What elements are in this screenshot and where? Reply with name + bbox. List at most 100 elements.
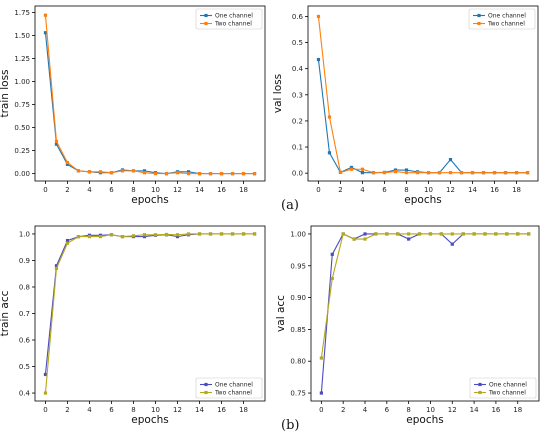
- data-point: [316, 57, 321, 62]
- data-point: [382, 171, 387, 175]
- caption-b: (b): [281, 418, 300, 433]
- train-loss-chart: 0 2 4 6 8 10 12 14 16 18 0.00 0.25 0.50 0.75 1.00 1.25 1…: [0, 5, 266, 206]
- x-tick-label: 18: [512, 186, 521, 194]
- x-tick-label: 18: [239, 186, 248, 194]
- series-line-1: [317, 59, 528, 174]
- data-point: [65, 241, 70, 245]
- x-tick-label: 14: [195, 406, 204, 414]
- x-tick-label: 4: [360, 186, 365, 194]
- data-point: [360, 167, 365, 171]
- x-tick-label: 18: [239, 406, 248, 414]
- x-tick-label: 14: [470, 406, 479, 414]
- x-tick-label: 4: [363, 406, 368, 414]
- series-line-2: [44, 233, 255, 394]
- data-point: [186, 172, 191, 176]
- x-tick-label: 6: [109, 406, 114, 414]
- y-tick-label: 0.6: [19, 337, 31, 345]
- series-line-2: [44, 15, 255, 175]
- data-point: [319, 356, 323, 360]
- series-line-1: [44, 233, 255, 375]
- series-line-2: [320, 233, 529, 359]
- data-point: [494, 232, 498, 236]
- legend-swatch-marker: [477, 21, 481, 26]
- data-point: [197, 232, 202, 236]
- legend-box: [195, 8, 263, 30]
- data-point: [120, 169, 125, 173]
- y-tick-label: 0.9: [19, 257, 30, 265]
- y-tick-label: 0.7: [19, 310, 30, 318]
- legend-swatch-marker: [204, 382, 208, 387]
- legend-box: [195, 377, 263, 399]
- data-point: [525, 171, 530, 175]
- legend-label: Two channel: [214, 21, 252, 28]
- y-axis-label: val loss: [272, 74, 284, 113]
- legend-swatch-marker: [204, 390, 208, 395]
- x-tick-label: 8: [131, 406, 135, 414]
- data-point: [87, 170, 92, 174]
- y-tick-label: 0.6: [292, 13, 304, 21]
- data-point: [230, 172, 235, 176]
- x-tick-label: 16: [217, 406, 226, 414]
- data-point: [503, 171, 508, 175]
- x-axis-label: epochs: [406, 414, 443, 426]
- plot-frame: [34, 5, 266, 182]
- y-tick-label: 1.50: [14, 32, 30, 40]
- y-tick-label: 0.75: [290, 390, 306, 398]
- data-point: [341, 232, 345, 236]
- x-tick-label: 2: [338, 186, 342, 194]
- data-point: [87, 235, 92, 239]
- x-tick-label: 18: [513, 406, 522, 414]
- data-point: [54, 142, 59, 146]
- x-tick-label: 4: [87, 186, 92, 194]
- y-tick-label: 0.50: [14, 124, 30, 132]
- data-point: [393, 169, 398, 174]
- data-point: [461, 232, 465, 236]
- data-point: [349, 167, 354, 171]
- x-tick-label: 16: [491, 406, 500, 414]
- data-point: [450, 242, 454, 246]
- data-point: [43, 391, 48, 395]
- x-tick-label: 4: [87, 406, 92, 414]
- data-point: [186, 170, 191, 174]
- val-loss-chart: 0 2 4 6 8 10 12 14 16 18 0.0 0.1 0.2 0.3 0.4 0.5 0.6 epoc…: [272, 5, 539, 206]
- data-point: [327, 115, 332, 119]
- data-point: [43, 372, 48, 377]
- data-point: [76, 235, 81, 239]
- data-point: [120, 235, 125, 239]
- data-point: [514, 171, 519, 175]
- data-point: [439, 232, 443, 236]
- legend-swatch-marker: [478, 390, 482, 395]
- legend-box: [469, 377, 537, 399]
- data-point: [407, 232, 411, 236]
- data-point: [363, 232, 367, 236]
- data-point: [98, 235, 103, 239]
- y-tick-label: 1.00: [290, 230, 306, 238]
- data-point: [492, 171, 497, 175]
- y-tick-label: 0.75: [14, 101, 30, 109]
- data-point: [131, 234, 136, 238]
- data-point: [197, 172, 202, 176]
- x-tick-label: 2: [65, 406, 69, 414]
- data-point: [415, 171, 420, 175]
- data-point: [319, 391, 323, 395]
- x-tick-label: 0: [316, 186, 320, 194]
- x-tick-label: 10: [424, 186, 433, 194]
- x-tick-label: 0: [43, 186, 47, 194]
- x-tick-label: 6: [382, 186, 387, 194]
- y-tick-label: 0.80: [290, 358, 306, 366]
- data-point: [252, 232, 257, 236]
- x-tick-label: 8: [406, 406, 410, 414]
- legend-label: Two channel: [214, 390, 252, 397]
- y-tick-label: 0.1: [292, 144, 303, 152]
- data-point: [175, 171, 180, 175]
- data-point: [527, 232, 531, 236]
- data-point: [43, 31, 48, 35]
- data-point: [175, 235, 180, 239]
- y-tick-label: 0.4: [19, 390, 31, 398]
- data-point: [316, 14, 321, 19]
- y-tick-label: 0.8: [19, 283, 30, 291]
- data-point: [330, 276, 334, 281]
- x-axis-label: epochs: [404, 194, 441, 206]
- data-point: [371, 171, 376, 175]
